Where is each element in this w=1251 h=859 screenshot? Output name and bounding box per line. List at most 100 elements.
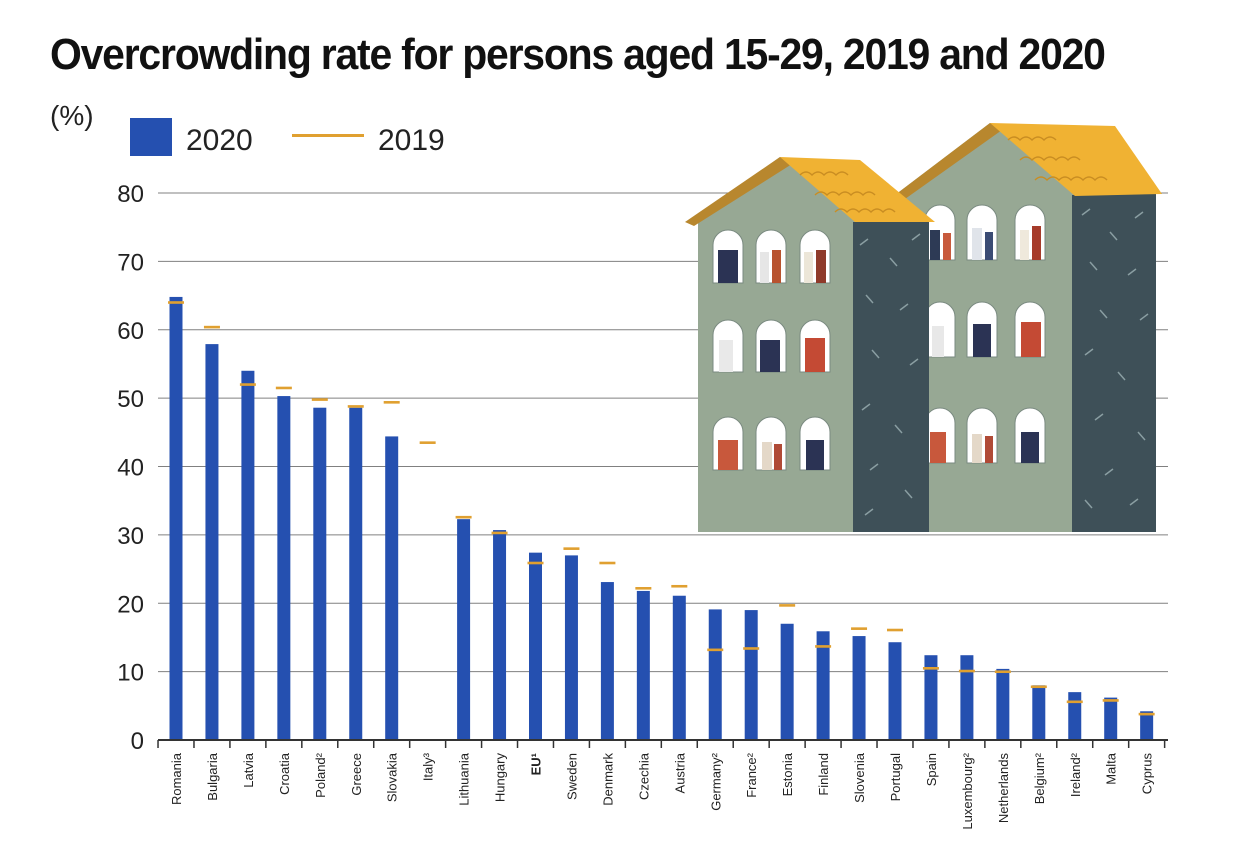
x-category-label: Slovenia [852,752,867,803]
marker-2019 [671,585,687,588]
marker-2019 [240,383,256,386]
legend-swatch-2019 [292,134,364,137]
marker-2019 [204,326,220,329]
y-tick-label: 70 [117,249,144,276]
marker-2019 [456,516,472,519]
bar-2020 [565,555,578,740]
right-building [895,123,1162,532]
marker-2019 [779,604,795,607]
marker-2019 [348,405,364,408]
y-tick-label: 40 [117,455,144,482]
bar-2020 [170,297,183,740]
y-tick-label: 60 [117,318,144,345]
y-tick-label: 30 [117,523,144,550]
bar-2020 [745,610,758,740]
bar-2020 [781,624,794,740]
x-category-label: Czechia [636,752,651,800]
x-category-label: Greece [349,753,364,796]
bar-2020 [1032,685,1045,740]
x-category-label: Spain [924,753,939,786]
bar-2020 [385,436,398,740]
marker-2019 [168,301,184,304]
marker-2019 [887,629,903,632]
x-category-label: France² [744,752,759,797]
marker-2019 [743,647,759,650]
y-tick-label: 80 [117,181,144,208]
legend-swatch-2020 [130,118,172,156]
bar-2020 [313,408,326,740]
marker-2019 [384,401,400,404]
x-category-label: Portugal [888,753,903,802]
bar-2020 [1068,692,1081,740]
marker-2019 [815,645,831,648]
legend-label-2019: 2019 [378,124,445,157]
x-category-label: Romania [169,752,184,805]
y-tick-label: 10 [117,660,144,687]
marker-2019 [1031,685,1047,688]
bar-2020 [637,591,650,740]
y-axis-ticks: 0 10 20 30 40 50 60 70 80 [117,181,144,755]
bar-2020 [493,530,506,740]
marker-2019 [635,587,651,590]
x-category-label: Poland² [313,752,328,797]
marker-2019 [707,649,723,652]
x-axis-labels: Romania Bulgaria Latvia Croatia Poland² Greec… [169,752,1155,829]
x-category-label: Denmark [600,753,615,806]
marker-2019 [1103,699,1119,702]
apartment-buildings-illustration [685,123,1162,532]
legend-label-2020: 2020 [186,124,253,157]
bar-2020 [277,396,290,740]
marker-2019 [1067,701,1083,704]
bar-2020 [673,596,686,740]
bar-2020 [601,582,614,740]
x-category-label: Luxembourg² [960,752,975,829]
y-tick-label: 20 [117,591,144,618]
x-category-label: Estonia [780,752,795,796]
bar-2020 [889,642,902,740]
marker-2019 [599,562,615,565]
x-category-label: Finland [816,753,831,796]
x-category-label: Austria [672,752,687,793]
marker-2019 [851,627,867,630]
marker-2019 [420,441,436,444]
x-category-label: Germany² [708,752,723,810]
bar-2020 [241,371,254,740]
x-category-label: Malta [1104,752,1119,785]
marker-2019 [923,667,939,670]
legend: 2020 2019 [130,118,445,157]
x-category-label: Italy³ [421,752,436,781]
marker-2019 [959,670,975,673]
marker-2019 [276,387,292,390]
x-category-label: Belgium² [1032,752,1047,804]
bar-2020 [960,655,973,740]
x-category-label: Ireland² [1068,752,1083,797]
x-axis [158,740,1168,748]
marker-2019 [528,562,544,565]
x-category-label: Sweden [564,753,579,800]
bar-2020 [1140,711,1153,740]
bar-2020 [1104,698,1117,740]
bar-2020 [457,519,470,740]
left-building [685,157,935,532]
x-category-label: Slovakia [385,752,400,802]
y-tick-label: 50 [117,386,144,413]
bar-2020 [349,408,362,740]
x-category-label: Netherlands [996,753,1011,824]
x-category-label: Latvia [241,752,256,787]
marker-2019 [492,532,508,535]
bar-2020 [996,669,1009,740]
bar-2020 [205,344,218,740]
x-category-label: EU¹ [529,753,544,775]
x-category-label: Cyprus [1140,753,1155,795]
marker-2019 [995,670,1011,673]
bar-2020 [709,609,722,740]
y-tick-label: 0 [131,728,144,755]
bar-2020 [529,553,542,740]
x-category-label: Lithuania [457,752,472,806]
marker-2019 [1139,713,1155,716]
marker-2019 [312,398,328,401]
x-category-label: Croatia [277,752,292,795]
x-category-label: Bulgaria [205,752,220,800]
